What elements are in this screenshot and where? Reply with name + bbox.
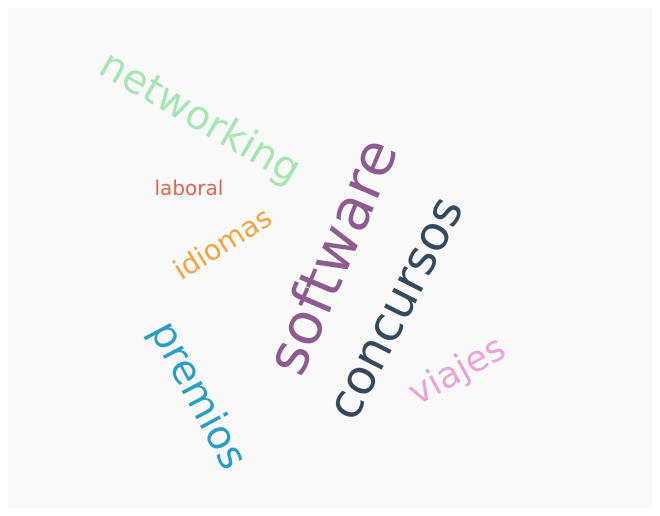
word-laboral: laboral: [154, 176, 224, 200]
word-premios: premios: [139, 313, 257, 477]
word-viajes: viajes: [401, 327, 513, 414]
word-cloud-canvas: software concursos networking premios vi…: [8, 8, 652, 508]
word-idiomas: idiomas: [166, 200, 278, 287]
word-networking: networking: [91, 41, 309, 193]
